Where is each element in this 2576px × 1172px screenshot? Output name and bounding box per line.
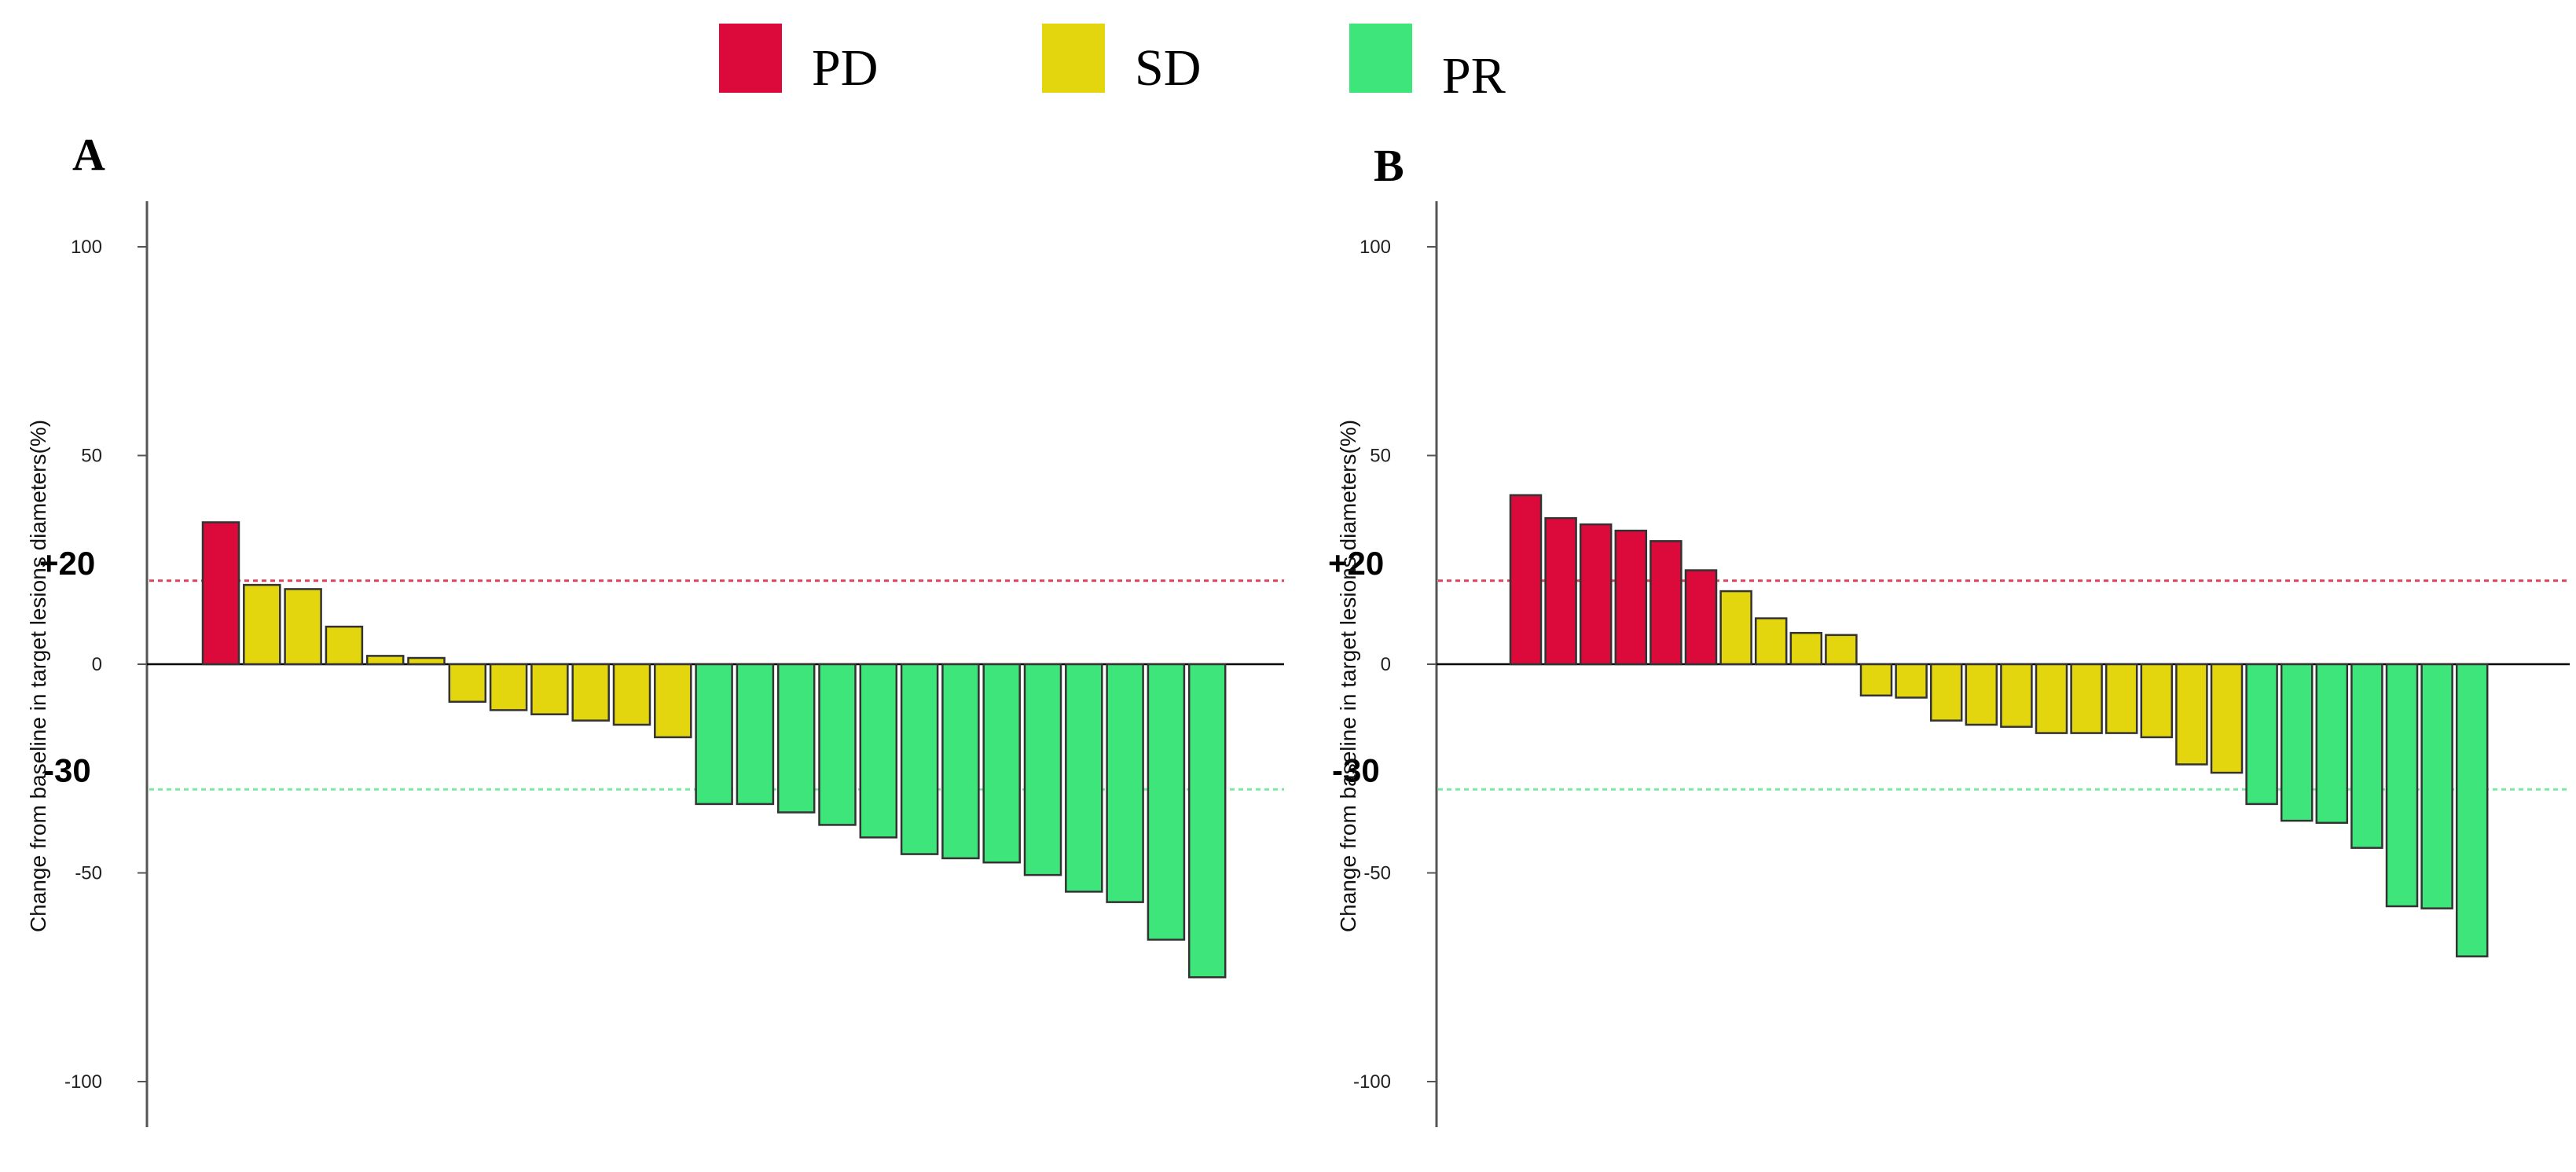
bar-pr [1106, 663, 1144, 903]
legend: PD SD PR [0, 0, 2576, 126]
bar-sd [1825, 634, 1858, 666]
bar-pr [2315, 663, 2349, 825]
bar-sd [654, 663, 692, 739]
y-tick-label: 0 [1381, 654, 1391, 675]
bar-pr [1147, 663, 1186, 941]
bar-sd [407, 656, 446, 666]
bar-sd [2210, 663, 2244, 774]
bar-pd [1649, 540, 1682, 666]
y-tick-label: -50 [75, 863, 102, 884]
bar-sd [1859, 663, 1893, 697]
bar-pr [2455, 663, 2489, 957]
legend-swatch-pd [719, 24, 782, 93]
legend-label-pd: PD [812, 39, 879, 97]
bar-sd [1929, 663, 1963, 722]
bar-pd [1544, 516, 1577, 666]
y-tick-label: -100 [1353, 1071, 1391, 1093]
bar-sd [2035, 663, 2068, 734]
panel-letter-a: A [72, 129, 105, 180]
bar-pr [776, 663, 816, 814]
bar-pr [695, 663, 733, 806]
bar-sd [1754, 617, 1788, 666]
bar-pr [1187, 663, 1227, 979]
bar-pr [982, 663, 1021, 864]
bar-pd [1684, 569, 1718, 666]
y-axis-label: Change from baseline in target lesions d… [26, 420, 50, 932]
bar-pr [1023, 663, 1062, 876]
bar-pr [818, 663, 857, 826]
legend-swatch-sd [1042, 24, 1105, 93]
bar-pd [201, 521, 240, 666]
bar-pd [1509, 494, 1543, 666]
bar-sd [571, 663, 610, 722]
reference-line-label: -30 [43, 751, 91, 788]
bar-pd [1614, 529, 1648, 666]
bar-sd [2175, 663, 2208, 766]
bar-pr [1065, 663, 1103, 893]
y-tick-label: -50 [1363, 863, 1391, 884]
y-tick-label: 0 [92, 654, 102, 675]
reference-line-label: +20 [39, 545, 95, 582]
legend-label-sd: SD [1135, 39, 1202, 97]
bar-pr [2280, 663, 2314, 822]
bar-sd [2104, 663, 2138, 734]
y-tick-label: 50 [81, 446, 102, 467]
bar-sd [2070, 663, 2103, 734]
bar-sd [1895, 663, 1928, 699]
bar-sd [2000, 663, 2033, 728]
bar-pr [941, 663, 980, 860]
bar-pr [2350, 663, 2383, 849]
y-tick-label: -100 [64, 1071, 102, 1093]
bar-pr [900, 663, 939, 855]
bar-sd [284, 588, 322, 666]
bar-sd [489, 663, 528, 711]
bar-sd [448, 663, 487, 704]
bar-sd [325, 625, 364, 666]
bar-sd [1719, 590, 1752, 666]
y-tick-label: 100 [1360, 237, 1391, 258]
reference-line-label: +20 [1328, 545, 1384, 582]
reference-line-label: -30 [1332, 751, 1380, 788]
bar-pr [2245, 663, 2278, 806]
y-tick-label: 50 [1370, 446, 1391, 467]
legend-swatch-pr [1349, 24, 1412, 93]
y-tick-label: 100 [71, 237, 102, 258]
bar-pr [2385, 663, 2419, 908]
bar-sd [2140, 663, 2174, 739]
bar-pd [1579, 523, 1613, 666]
legend-label-pr: PR [1442, 47, 1506, 105]
bar-sd [243, 583, 281, 666]
bar-sd [530, 663, 569, 715]
bar-sd [612, 663, 651, 726]
bar-sd [365, 655, 405, 666]
bar-sd [1965, 663, 1998, 726]
bar-pr [859, 663, 898, 839]
bar-pr [2420, 663, 2453, 909]
bar-sd [1789, 631, 1823, 666]
panel-letter-b: B [1374, 140, 1404, 191]
y-axis-label: Change from baseline in target lesions d… [1336, 420, 1360, 932]
bar-pr [736, 663, 775, 806]
